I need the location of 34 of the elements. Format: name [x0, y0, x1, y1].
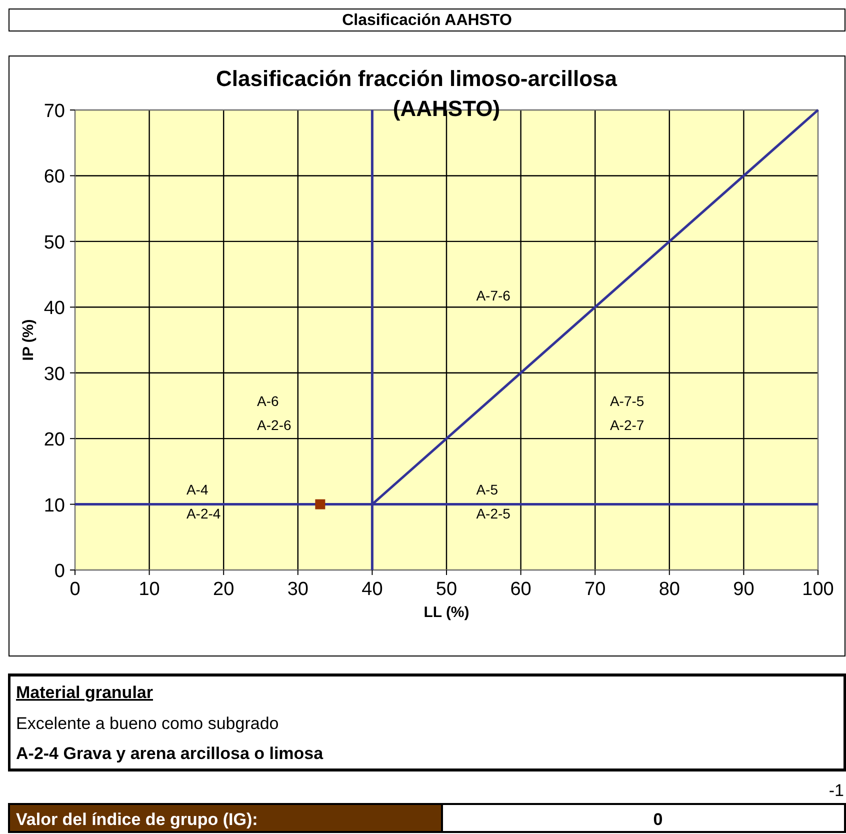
y-tick-label: 40 — [44, 298, 65, 320]
x-tick-label: 80 — [658, 579, 680, 600]
y-axis-title: IP (%) — [20, 319, 37, 361]
x-tick-label: 50 — [436, 579, 458, 600]
text: 0 — [653, 810, 663, 829]
x-tick-label: 70 — [584, 579, 606, 600]
x-tick-label: 40 — [362, 579, 383, 600]
y-tick-label: 70 — [44, 101, 65, 122]
y-tick-label: 0 — [54, 561, 65, 582]
text: Excelente a bueno como subgrado — [16, 714, 279, 733]
chart-subtitle: Clasificación fracción limoso-arcillosa (AAHSTO) — [216, 66, 618, 121]
text: A-2-4 Grava y arena arcillosa o limosa — [16, 744, 324, 763]
annotation: A-6 A-2-6 — [257, 392, 292, 433]
x-tick-label: 0 — [70, 579, 80, 600]
annotation: A-7-5 A-2-7 — [610, 392, 644, 433]
x-tick-label: 10 — [138, 579, 160, 600]
text: -1 — [828, 781, 844, 800]
y-tick-label: 60 — [44, 166, 65, 188]
x-tick-label: 30 — [287, 579, 308, 600]
y-tick-label: 10 — [44, 495, 65, 516]
annotation: A-4 A-2-4 — [186, 482, 221, 522]
x-tick-label: 20 — [213, 579, 234, 600]
y-tick-label: 30 — [44, 364, 65, 385]
text: Valor del índice de grupo (IG): — [16, 810, 258, 829]
y-tick-label: 20 — [44, 430, 65, 451]
x-tick-label: 100 — [802, 579, 834, 600]
x-tick-label: 60 — [510, 579, 532, 600]
x-tick-label: 90 — [733, 579, 754, 600]
annotation: A-7-6 — [476, 287, 511, 304]
text: Material granular — [16, 683, 154, 702]
chart-title: Clasificación AAHSTO — [342, 12, 512, 29]
y-tick-label: 50 — [44, 232, 65, 254]
x-axis-title: LL (%) — [424, 604, 470, 621]
annotation: A-5 A-2-5 — [476, 482, 511, 522]
